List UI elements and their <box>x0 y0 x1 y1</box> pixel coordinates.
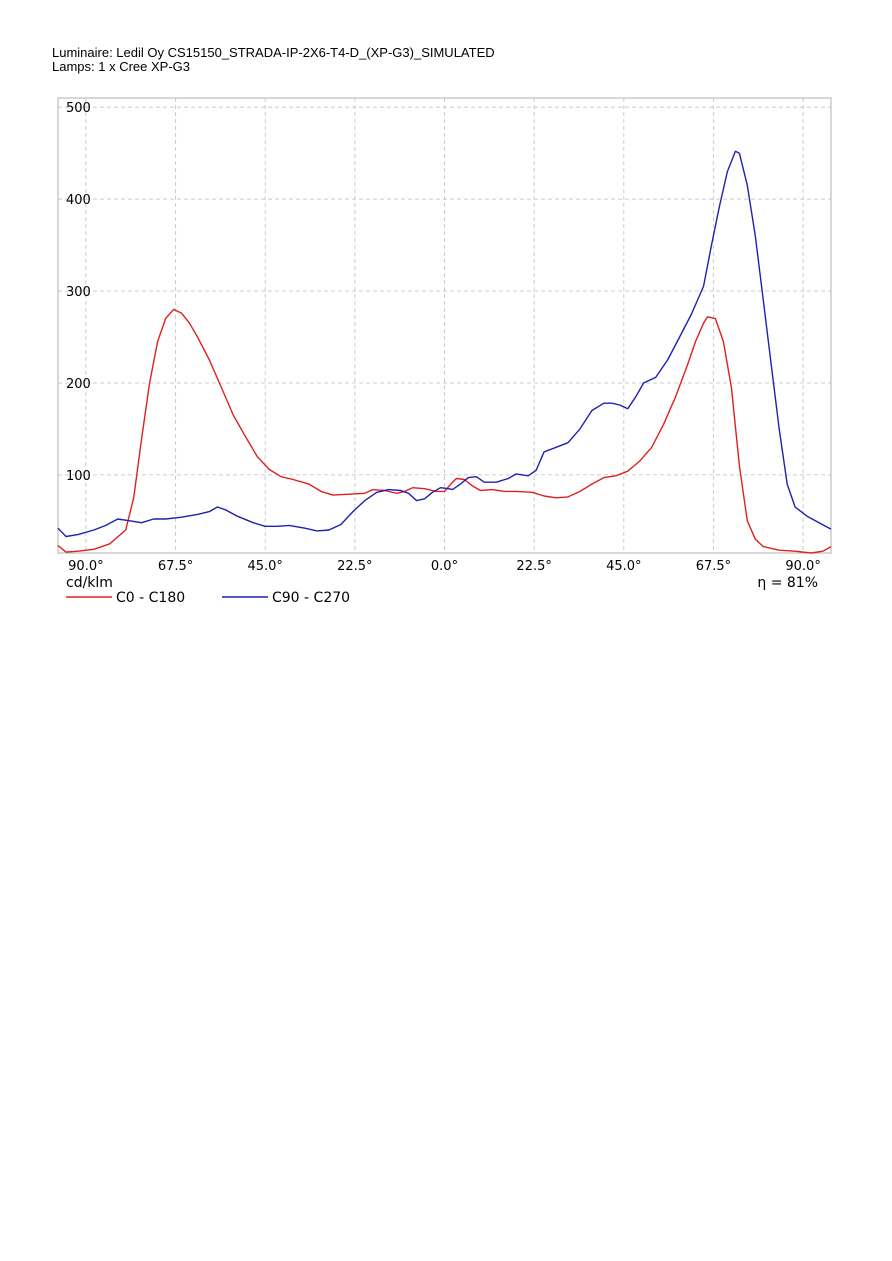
lamps-subtitle: Lamps: 1 x Cree XP-G3 <box>52 59 190 74</box>
legend: C0 - C180 C90 - C270 <box>66 590 350 606</box>
legend-label: C0 - C180 <box>116 590 185 606</box>
series-layer <box>57 150 832 554</box>
grid <box>58 98 831 553</box>
luminaire-title: Luminaire: Ledil Oy CS15150_STRADA-IP-2X… <box>52 45 495 60</box>
x-tick-labels: 90.0° 67.5° 45.0° 22.5° 0.0° 22.5° 45.0° 67.5° 9… <box>68 559 821 574</box>
x-tick-label: 22.5° <box>337 559 372 574</box>
y-tick-label: 300 <box>66 285 91 300</box>
x-tick-label: 90.0° <box>785 559 820 574</box>
y-tick-label: 400 <box>66 193 91 208</box>
unit-label: cd/klm <box>66 575 113 591</box>
x-tick-label: 22.5° <box>516 559 551 574</box>
efficiency-label: η = 81% <box>757 575 818 591</box>
x-tick-label: 0.0° <box>431 559 458 574</box>
x-tick-label: 45.0° <box>247 559 282 574</box>
y-tick-labels: 100 200 300 400 500 <box>66 101 91 484</box>
x-tick-label: 45.0° <box>606 559 641 574</box>
y-tick-label: 100 <box>66 469 91 484</box>
chart-header: Luminaire: Ledil Oy CS15150_STRADA-IP-2X… <box>52 46 495 74</box>
x-tick-label: 67.5° <box>696 559 731 574</box>
y-tick-label: 200 <box>66 377 91 392</box>
legend-label: C90 - C270 <box>272 590 350 606</box>
series-line-c0-c180 <box>57 308 832 554</box>
x-tick-label: 90.0° <box>68 559 103 574</box>
x-tick-label: 67.5° <box>158 559 193 574</box>
series-line-c90-c270 <box>57 150 832 538</box>
y-tick-label: 500 <box>66 101 91 116</box>
light-distribution-chart: 100 200 300 400 500 90.0° 67.5° 45.0° 22.5° 0.0°… <box>57 97 832 606</box>
